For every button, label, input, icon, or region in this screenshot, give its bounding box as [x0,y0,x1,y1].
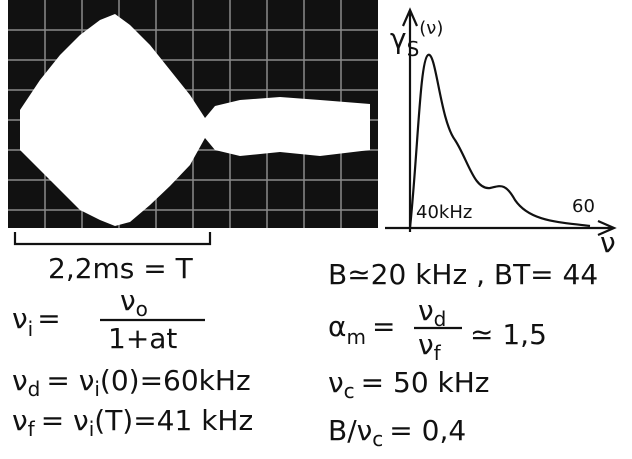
formula: νc = 50 kHz [328,366,490,403]
formula-part: d [434,307,447,331]
label-part: S [407,37,420,61]
formula-part: = ν [41,404,89,437]
formula: αm = [328,310,395,349]
formula-part: = 0,4 [389,414,466,447]
denominator: νf [418,328,442,365]
x-axis [385,219,617,237]
formula-part: ν [12,404,28,437]
formula-part: i [89,417,95,441]
denominator: 1+at [108,322,177,355]
formula-part: ν [418,328,434,361]
marker-low: 40kHz [416,202,472,223]
y-axis [401,7,419,232]
formula-part: = 50 kHz [361,366,490,399]
oscilloscope: 2,2ms = T [8,0,378,285]
formulas-right: B≃20 kHz , BT= 44 αm = νd νf ≃ 1,5 νc = 50… [328,258,598,451]
formula-part: ν [328,366,344,399]
formula-part: m [346,325,365,349]
label-part: (ν) [419,18,443,39]
formula: νi = [12,302,61,341]
formula-part: d [28,377,41,401]
formula-part: f [28,417,36,441]
x-axis-label: ν [600,226,616,259]
formula-part: ν [12,364,28,397]
formula-part: c [372,427,383,451]
spectrum-curve [408,53,591,229]
formula-part: i [28,317,34,341]
scale-label: 2,2ms = T [48,252,194,285]
formula: νf = νi(T)=41 kHz [12,404,253,441]
formula-part: ν [12,302,28,335]
formula-part: ν [120,284,136,317]
formula-part: = [37,302,60,335]
formula-part: α [328,310,346,343]
formula-part: = ν [46,364,94,397]
formula: B≃20 kHz , BT= 44 [328,258,598,291]
formula-part: ≃ 1,5 [470,318,547,351]
formula-part: o [136,297,148,321]
formulas-left: νi = νo 1+at νd = νi(0)=60kHz νf = νi(T)=41… [12,284,253,441]
numerator: νd [418,294,446,331]
formula-part: B/ν [328,414,372,447]
formula-part: i [94,377,100,401]
formula-part: c [344,379,355,403]
formula-part: (T)=41 kHz [94,404,253,437]
spectrum: γS(ν) 40kHz 60 ν [385,7,617,259]
formula-part: ν [418,294,434,327]
formula: B/νc = 0,4 [328,414,466,451]
time-bracket [13,232,212,246]
formula-part: (0)=60kHz [100,364,251,397]
marker-high: 60 [572,196,595,217]
formula-part: f [434,341,442,365]
numerator: νo [120,284,148,321]
formula: νd = νi(0)=60kHz [12,364,251,401]
y-axis-label: γS(ν) [390,18,443,61]
label-part: γ [390,22,407,55]
waveform [20,14,370,226]
formula-part: = [372,310,395,343]
